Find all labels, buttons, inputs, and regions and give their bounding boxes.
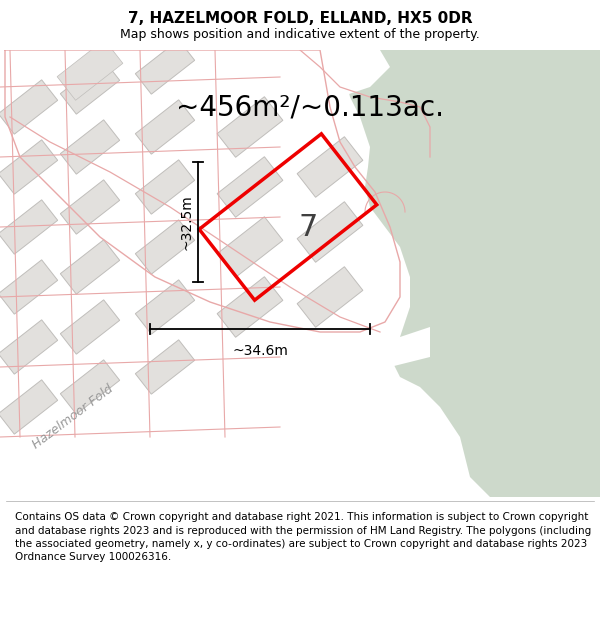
Polygon shape <box>136 280 194 334</box>
Polygon shape <box>136 40 194 94</box>
Text: ~34.6m: ~34.6m <box>232 344 288 358</box>
Polygon shape <box>61 180 119 234</box>
Polygon shape <box>61 360 119 414</box>
Polygon shape <box>340 50 600 497</box>
Polygon shape <box>0 140 58 194</box>
Polygon shape <box>297 137 363 198</box>
Text: Hazelmoor Fold: Hazelmoor Fold <box>30 382 116 451</box>
Polygon shape <box>0 380 58 434</box>
Polygon shape <box>217 217 283 278</box>
Text: 7: 7 <box>298 213 317 241</box>
Polygon shape <box>0 320 58 374</box>
Polygon shape <box>217 157 283 218</box>
Polygon shape <box>61 60 119 114</box>
Polygon shape <box>61 300 119 354</box>
Text: ~456m²/~0.113ac.: ~456m²/~0.113ac. <box>176 93 444 121</box>
Text: ~32.5m: ~32.5m <box>179 194 193 250</box>
Polygon shape <box>0 260 58 314</box>
Polygon shape <box>0 80 58 134</box>
Polygon shape <box>217 277 283 338</box>
Polygon shape <box>57 40 123 100</box>
Polygon shape <box>61 240 119 294</box>
Polygon shape <box>297 267 363 328</box>
Text: Map shows position and indicative extent of the property.: Map shows position and indicative extent… <box>120 28 480 41</box>
Polygon shape <box>200 50 390 102</box>
Polygon shape <box>136 220 194 274</box>
Text: 7, HAZELMOOR FOLD, ELLAND, HX5 0DR: 7, HAZELMOOR FOLD, ELLAND, HX5 0DR <box>128 11 472 26</box>
Polygon shape <box>61 120 119 174</box>
Polygon shape <box>136 100 194 154</box>
Polygon shape <box>0 107 430 367</box>
Polygon shape <box>0 200 58 254</box>
Polygon shape <box>217 97 283 158</box>
Polygon shape <box>136 160 194 214</box>
Text: Contains OS data © Crown copyright and database right 2021. This information is : Contains OS data © Crown copyright and d… <box>15 512 591 562</box>
Polygon shape <box>136 340 194 394</box>
Polygon shape <box>297 202 363 262</box>
